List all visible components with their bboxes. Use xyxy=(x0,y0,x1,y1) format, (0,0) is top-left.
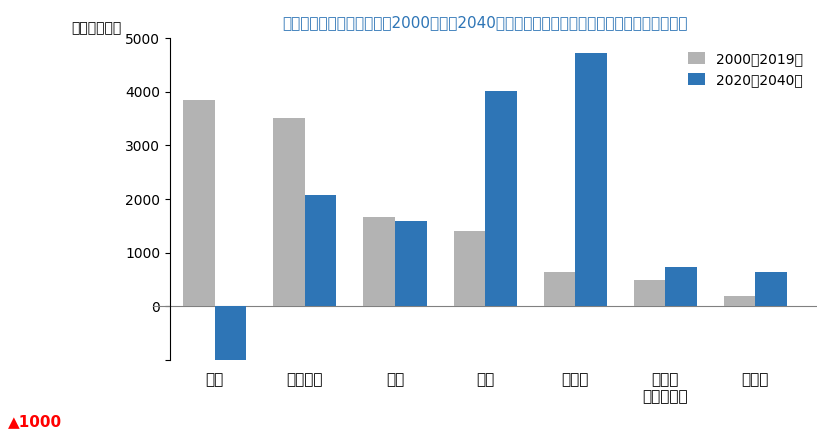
Text: ▲1000: ▲1000 xyxy=(8,414,62,429)
Bar xyxy=(395,221,427,306)
Bar xyxy=(666,267,696,306)
Bar xyxy=(453,231,485,306)
Bar xyxy=(724,296,755,306)
Legend: 2000〜2019年, 2020〜2040年: 2000〜2019年, 2020〜2040年 xyxy=(681,45,810,94)
Y-axis label: テラワット時: テラワット時 xyxy=(72,21,121,35)
Bar xyxy=(543,272,575,306)
Title: 国家政策シナリオに基づく2000年から2040年にかけての供給源別の世界発電量の変化予想: 国家政策シナリオに基づく2000年から2040年にかけての供給源別の世界発電量の… xyxy=(282,15,688,30)
Bar xyxy=(274,117,305,306)
Bar xyxy=(305,195,336,306)
Bar xyxy=(485,91,517,306)
Bar xyxy=(755,272,787,306)
Bar xyxy=(575,53,607,306)
Bar xyxy=(215,306,246,368)
Bar xyxy=(364,217,395,306)
Bar xyxy=(634,280,666,306)
Bar xyxy=(183,100,215,306)
